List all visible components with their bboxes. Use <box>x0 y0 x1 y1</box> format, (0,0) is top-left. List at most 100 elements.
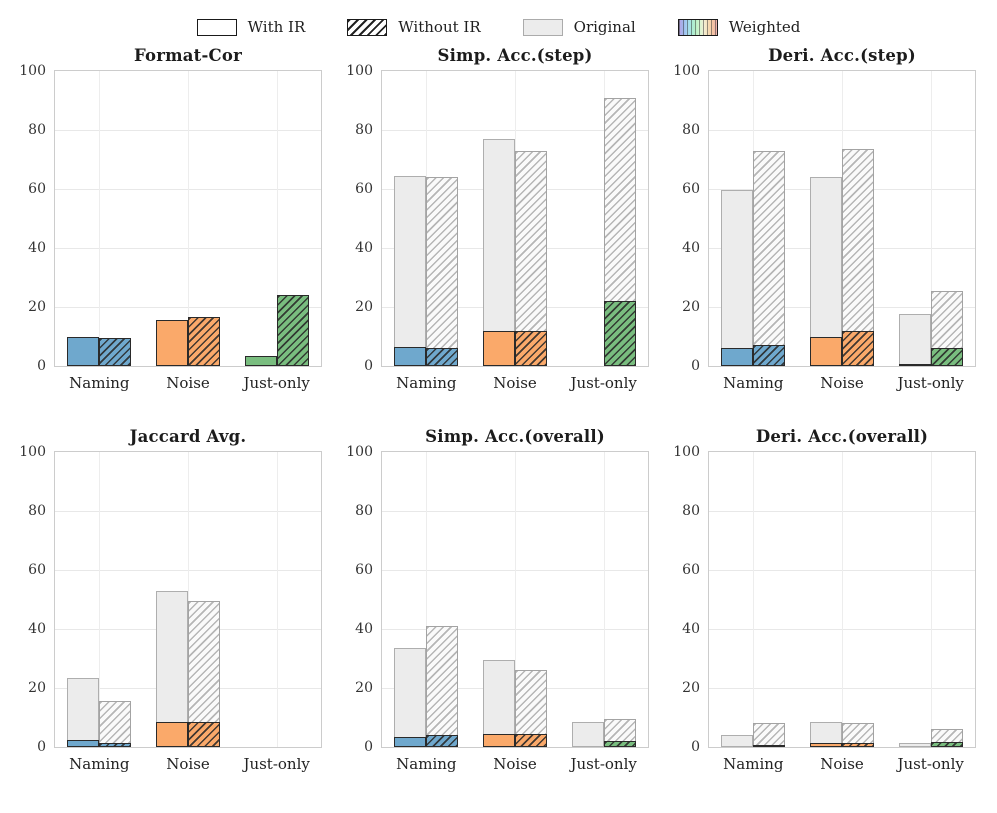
subplot-title: Jaccard Avg. <box>129 427 247 446</box>
y-tick-label: 20 <box>28 680 46 696</box>
y-tick-label: 0 <box>37 739 46 755</box>
y-tick-label: 100 <box>19 444 46 460</box>
bar-original-with-ir-naming <box>393 175 426 366</box>
x-tick-label-noise: Noise <box>166 755 210 773</box>
y-tick-label: 80 <box>28 122 46 138</box>
y-tick-label: 20 <box>682 299 700 315</box>
bar-original-without-ir-noise <box>842 723 874 747</box>
subplot-simp-acc-overall: Simp. Acc.(overall) 0 20 40 60 80 100 Naming Noi… <box>335 425 662 784</box>
subplot-title: Simp. Acc.(overall) <box>425 427 605 446</box>
subplot-title: Format-Cor <box>134 46 242 65</box>
bar-weighted-without-ir-just-only <box>931 741 964 747</box>
x-tick-label-just-only: Just-only <box>897 374 964 392</box>
bar-weighted-without-ir-noise <box>842 742 874 747</box>
bar-weighted-with-ir-just-only <box>899 363 932 366</box>
bar-original-with-ir-naming <box>66 677 99 747</box>
original-swatch-icon <box>522 18 563 36</box>
y-tick-label: 40 <box>682 240 700 256</box>
bar-weighted-with-ir-noise <box>156 721 188 747</box>
y-tick-label: 60 <box>28 562 46 578</box>
plot-area: 0 20 40 60 80 100 Naming Noise Just-only <box>19 63 322 392</box>
bar-weighted-without-ir-noise <box>188 317 220 366</box>
bar-weighted-with-ir-just-only <box>245 355 278 366</box>
y-tick-label: 60 <box>682 562 700 578</box>
y-tick-label: 20 <box>28 299 46 315</box>
y-tick-label: 40 <box>355 621 373 637</box>
gridline-vertical <box>99 452 101 747</box>
bar-weighted-without-ir-noise <box>842 330 874 366</box>
gridline-vertical <box>276 452 278 747</box>
subplot-simp-acc-step: Simp. Acc.(step) 0 20 40 60 80 100 Naming Noise J… <box>335 44 662 403</box>
legend-item-without-ir: Without IR <box>347 18 481 36</box>
bar-weighted-with-ir-noise <box>483 733 515 747</box>
without-ir-hatch-swatch-icon <box>347 18 388 36</box>
bar-original-without-ir-noise <box>842 149 874 366</box>
legend: With IR Without IR Original Weighted <box>0 0 997 42</box>
bar-original-without-ir-naming <box>425 177 458 366</box>
plot-column: Deri. Acc.(step) 0 20 40 60 80 100 Naming Noise J… <box>673 44 976 403</box>
plot-column: Deri. Acc.(overall) 0 20 40 60 80 100 Naming Noi… <box>673 425 976 784</box>
bar-weighted-without-ir-just-only <box>604 740 637 747</box>
bar-weighted-with-ir-naming <box>66 336 99 366</box>
x-tick-label-noise: Noise <box>166 374 210 392</box>
bar-weighted-without-ir-naming <box>98 742 131 747</box>
y-tick-label: 100 <box>673 63 700 79</box>
bar-weighted-without-ir-just-only <box>277 295 310 366</box>
legend-label: Original <box>573 18 636 36</box>
plot-column: Format-Cor 0 20 40 60 80 100 Naming Noise Just-on… <box>19 44 322 403</box>
y-tick-label: 60 <box>355 562 373 578</box>
x-tick-label-noise: Noise <box>820 374 864 392</box>
y-tick-label: 100 <box>673 444 700 460</box>
gridline-vertical <box>603 71 605 366</box>
bar-weighted-with-ir-naming <box>720 348 753 366</box>
gridline-vertical <box>515 452 516 747</box>
plot-area: 0 20 40 60 80 100 Naming Noise Just-only <box>673 63 976 392</box>
subplot-title: Deri. Acc.(overall) <box>755 427 929 446</box>
weighted-rainbow-swatch-icon <box>677 18 718 36</box>
gridline-vertical <box>426 452 428 747</box>
x-tick-label-just-only: Just-only <box>243 374 310 392</box>
y-tick-label: 0 <box>691 739 700 755</box>
x-tick-label-naming: Naming <box>396 374 457 392</box>
plot-column: Jaccard Avg. 0 20 40 60 80 100 Naming Noise Just-… <box>19 425 322 784</box>
subplot-format-cor: Format-Cor 0 20 40 60 80 100 Naming Noise Just-on… <box>8 44 335 403</box>
x-tick-label-noise: Noise <box>820 755 864 773</box>
bar-original-without-ir-naming <box>752 723 785 747</box>
bar-original-with-ir-naming <box>393 648 426 747</box>
y-tick-label: 60 <box>355 181 373 197</box>
legend-item-weighted: Weighted <box>677 18 801 36</box>
subplot-deri-acc-step: Deri. Acc.(step) 0 20 40 60 80 100 Naming Noise J… <box>662 44 989 403</box>
legend-item-with-ir: With IR <box>196 18 305 36</box>
bar-original-with-ir-just-only <box>899 742 932 747</box>
y-tick-label: 0 <box>364 358 373 374</box>
y-tick-label: 20 <box>355 299 373 315</box>
bar-weighted-without-ir-naming <box>752 744 785 747</box>
gridline-vertical <box>603 452 605 747</box>
x-tick-label-naming: Naming <box>396 755 457 773</box>
subplot-title: Deri. Acc.(step) <box>768 46 916 65</box>
legend-item-original: Original <box>522 18 636 36</box>
bar-original-without-ir-noise <box>515 150 547 366</box>
y-tick-label: 60 <box>28 181 46 197</box>
x-tick-label-just-only: Just-only <box>897 755 964 773</box>
x-tick-label-noise: Noise <box>493 374 537 392</box>
subplot-deri-acc-overall: Deri. Acc.(overall) 0 20 40 60 80 100 Naming Noi… <box>662 425 989 784</box>
bar-weighted-with-ir-noise <box>810 336 842 366</box>
y-tick-label: 40 <box>28 240 46 256</box>
gridline-vertical <box>188 452 189 747</box>
x-tick-label-naming: Naming <box>69 374 130 392</box>
x-tick-label-naming: Naming <box>723 374 784 392</box>
gridline-vertical <box>276 71 278 366</box>
legend-label: Weighted <box>728 18 801 36</box>
bar-original-with-ir-noise <box>483 138 515 366</box>
bar-weighted-without-ir-just-only <box>931 348 964 366</box>
bar-weighted-with-ir-noise <box>156 320 188 366</box>
bar-weighted-without-ir-naming <box>425 735 458 747</box>
y-tick-label: 40 <box>355 240 373 256</box>
bar-original-with-ir-naming <box>720 190 753 366</box>
bar-original-with-ir-naming <box>720 735 753 747</box>
y-tick-label: 60 <box>682 181 700 197</box>
gridline-vertical <box>930 452 932 747</box>
gridline-vertical <box>99 71 101 366</box>
bar-original-with-ir-just-only <box>572 721 605 747</box>
